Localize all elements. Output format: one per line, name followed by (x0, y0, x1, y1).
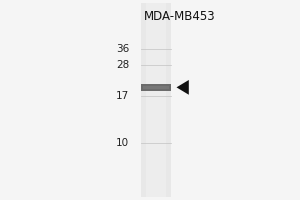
Bar (141, 3, 171, 197)
Text: MDA-MB453: MDA-MB453 (144, 10, 215, 23)
Text: 28: 28 (116, 60, 129, 70)
Text: 17: 17 (116, 91, 129, 101)
Bar (146, 3, 166, 197)
Bar (141, 84, 171, 91)
Text: 36: 36 (116, 44, 129, 54)
Text: 10: 10 (116, 138, 129, 148)
Bar (142, 86, 169, 89)
Polygon shape (176, 80, 189, 95)
